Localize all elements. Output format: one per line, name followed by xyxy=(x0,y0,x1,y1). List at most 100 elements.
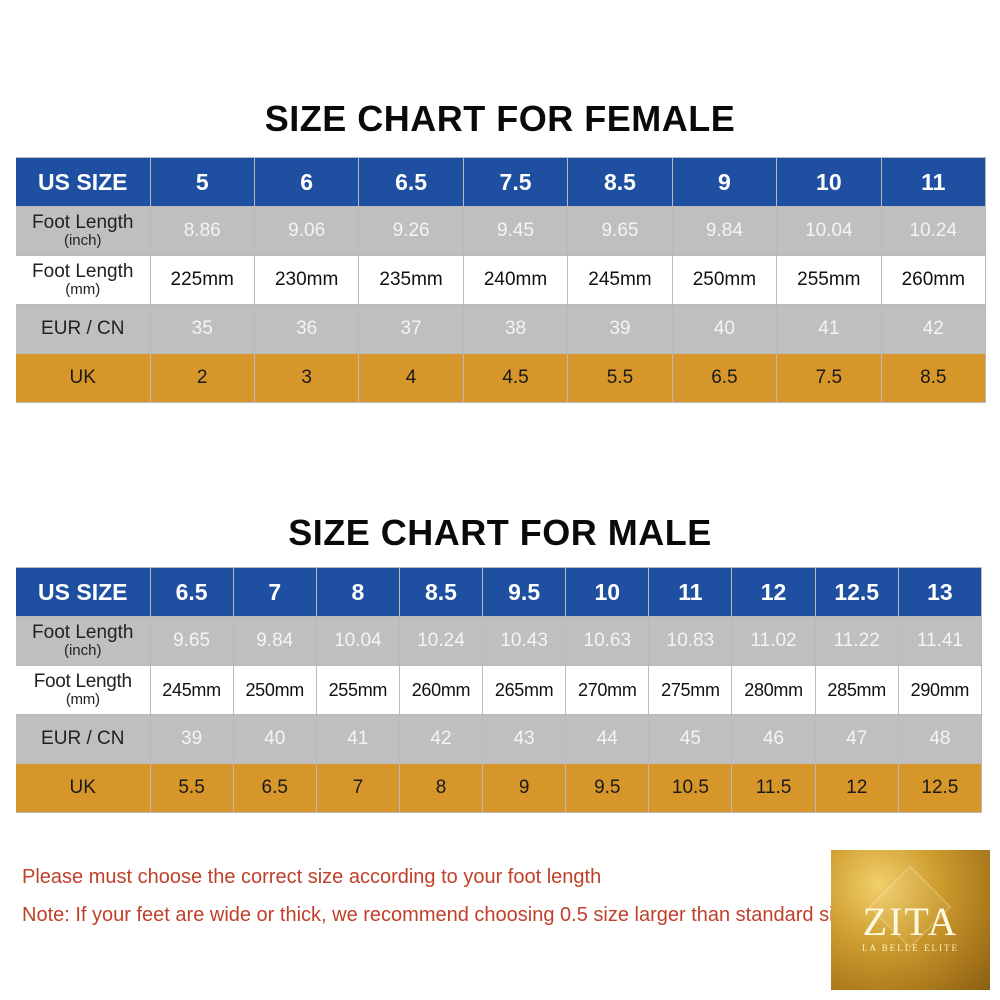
us-size-cell: 10 xyxy=(776,157,882,207)
us-size-cell: 9.5 xyxy=(482,567,567,617)
foot-length-inch-cell: 10.43 xyxy=(482,616,567,666)
male-chart-title: SIZE CHART FOR MALE xyxy=(288,512,712,553)
uk-cell: 7 xyxy=(315,763,400,813)
unit-mm-label-text: (mm) xyxy=(65,281,101,298)
foot-length-mm-cell: 250mm xyxy=(232,665,317,715)
female-chart-title: SIZE CHART FOR FEMALE xyxy=(264,98,736,139)
foot-length-inch-cell: 11.22 xyxy=(814,616,899,666)
uk-cell: 6.5 xyxy=(232,763,317,813)
foot-length-inch-cell: 11.41 xyxy=(897,616,983,666)
uk-cell: 3 xyxy=(253,353,360,403)
foot-length-mm-cell: 260mm xyxy=(398,665,484,715)
eur-cn-cell: 42 xyxy=(398,714,484,764)
us-size-cell: 6.5 xyxy=(149,567,234,617)
eur-cn-cell: 42 xyxy=(880,304,987,354)
foot-length-inch-cell: 10.24 xyxy=(880,206,987,256)
us-size-cell: 8.5 xyxy=(567,157,673,207)
us-size-row: US SIZE 5 6 6.5 7.5 8.5 9 10 11 xyxy=(16,157,987,207)
us-size-cell: 8.5 xyxy=(398,567,484,617)
us-size-cell: 7.5 xyxy=(462,157,569,207)
uk-cell: 6.5 xyxy=(671,353,778,403)
unit-inch-label-text: (inch) xyxy=(63,642,102,659)
eur-cn-cell: 43 xyxy=(482,714,567,764)
uk-cell: 4.5 xyxy=(462,353,569,403)
foot-length-inch-row: Foot Length (inch) 8.86 9.06 9.26 9.45 9.65 9… xyxy=(16,206,987,256)
foot-length-inch-cell: 10.63 xyxy=(565,616,650,666)
uk-cell: 8.5 xyxy=(880,353,987,403)
foot-length-mm-cell: 265mm xyxy=(482,665,567,715)
eur-cn-cell: 47 xyxy=(814,714,899,764)
eur-cn-cell: 41 xyxy=(776,304,882,354)
foot-length-mm-cell: 270mm xyxy=(565,665,650,715)
us-size-cell: 11 xyxy=(880,157,987,207)
foot-length-mm-cell: 235mm xyxy=(358,255,464,305)
foot-length-inch-label: Foot Length (inch) xyxy=(16,206,151,256)
foot-length-mm-cell: 240mm xyxy=(462,255,569,305)
foot-length-mm-cell: 245mm xyxy=(149,665,234,715)
foot-length-mm-row: Foot Length (mm) 245mm 250mm 255mm 260mm 265… xyxy=(16,665,983,715)
foot-length-inch-cell: 9.06 xyxy=(253,206,360,256)
eur-cn-row: EUR / CN 35 36 37 38 39 40 41 42 xyxy=(16,304,987,354)
female-size-table: US SIZE 5 6 6.5 7.5 8.5 9 10 11 Foot Length (in… xyxy=(16,157,987,403)
foot-length-inch-cell: 9.84 xyxy=(232,616,317,666)
uk-cell: 12.5 xyxy=(897,763,983,813)
wide-feet-note: Note: If your feet are wide or thick, we… xyxy=(22,904,861,926)
male-size-table: US SIZE 6.5 7 8 8.5 9.5 10 11 12 12.5 13 Foot Len… xyxy=(16,567,983,813)
foot-length-mm-cell: 245mm xyxy=(567,255,673,305)
us-size-cell: 5 xyxy=(149,157,255,207)
foot-length-inch-cell: 11.02 xyxy=(731,616,816,666)
us-size-cell: 6.5 xyxy=(358,157,464,207)
eur-cn-cell: 48 xyxy=(897,714,983,764)
eur-cn-row: EUR / CN 39 40 41 42 43 44 45 46 47 48 xyxy=(16,714,983,764)
foot-length-inch-cell: 10.24 xyxy=(398,616,484,666)
uk-label: UK xyxy=(16,353,151,403)
foot-length-inch-cell: 9.65 xyxy=(567,206,673,256)
us-size-label: US SIZE xyxy=(16,157,151,207)
foot-length-mm-row: Foot Length (mm) 225mm 230mm 235mm 240mm 245… xyxy=(16,255,987,305)
uk-cell: 4 xyxy=(358,353,464,403)
foot-length-inch-cell: 9.65 xyxy=(149,616,234,666)
eur-cn-cell: 37 xyxy=(358,304,464,354)
us-size-cell: 6 xyxy=(253,157,360,207)
foot-length-inch-cell: 10.83 xyxy=(648,616,733,666)
eur-cn-cell: 36 xyxy=(253,304,360,354)
us-size-cell: 8 xyxy=(315,567,400,617)
foot-length-mm-cell: 285mm xyxy=(814,665,899,715)
foot-length-mm-cell: 255mm xyxy=(776,255,882,305)
foot-length-mm-label: Foot Length (mm) xyxy=(16,665,151,715)
foot-length-inch-label: Foot Length (inch) xyxy=(16,616,151,666)
foot-length-mm-cell: 290mm xyxy=(897,665,983,715)
logo-tagline: LA BELLE ELITE xyxy=(862,943,959,953)
foot-length-inch-cell: 9.45 xyxy=(462,206,569,256)
uk-cell: 11.5 xyxy=(731,763,816,813)
uk-cell: 9 xyxy=(482,763,567,813)
us-size-cell: 12 xyxy=(731,567,816,617)
eur-cn-cell: 40 xyxy=(671,304,778,354)
eur-cn-cell: 41 xyxy=(315,714,400,764)
us-size-cell: 13 xyxy=(897,567,983,617)
uk-cell: 8 xyxy=(398,763,484,813)
eur-cn-label: EUR / CN xyxy=(16,304,151,354)
eur-cn-cell: 40 xyxy=(232,714,317,764)
uk-label: UK xyxy=(16,763,151,813)
foot-length-inch-cell: 9.84 xyxy=(671,206,778,256)
foot-length-inch-cell: 9.26 xyxy=(358,206,464,256)
eur-cn-cell: 45 xyxy=(648,714,733,764)
foot-length-label-text: Foot Length xyxy=(32,622,134,643)
us-size-cell: 10 xyxy=(565,567,650,617)
us-size-cell: 12.5 xyxy=(814,567,899,617)
uk-cell: 12 xyxy=(814,763,899,813)
uk-cell: 10.5 xyxy=(648,763,733,813)
eur-cn-cell: 44 xyxy=(565,714,650,764)
us-size-cell: 11 xyxy=(648,567,733,617)
foot-length-inch-row: Foot Length (inch) 9.65 9.84 10.04 10.24 10.… xyxy=(16,616,983,666)
unit-inch-label-text: (inch) xyxy=(63,232,102,249)
foot-length-inch-cell: 8.86 xyxy=(149,206,255,256)
foot-length-label-text: Foot Length xyxy=(32,261,134,282)
uk-cell: 7.5 xyxy=(776,353,882,403)
foot-length-mm-cell: 250mm xyxy=(671,255,778,305)
uk-cell: 2 xyxy=(149,353,255,403)
size-advice-note: Please must choose the correct size acco… xyxy=(22,866,602,888)
us-size-label: US SIZE xyxy=(16,567,151,617)
foot-length-mm-cell: 255mm xyxy=(315,665,400,715)
